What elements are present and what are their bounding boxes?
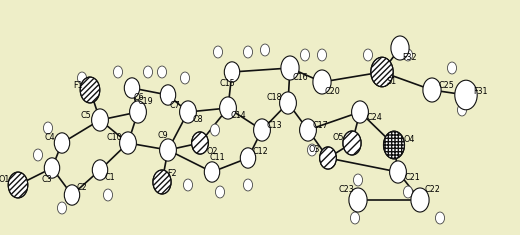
Ellipse shape [54, 133, 70, 153]
Ellipse shape [64, 185, 80, 205]
Ellipse shape [160, 139, 176, 161]
Ellipse shape [455, 80, 477, 110]
Ellipse shape [301, 49, 309, 61]
Text: C3: C3 [42, 176, 53, 184]
Ellipse shape [281, 56, 299, 80]
Ellipse shape [213, 46, 223, 58]
Text: C11: C11 [209, 153, 225, 162]
Text: C13: C13 [266, 121, 282, 129]
Ellipse shape [158, 66, 166, 78]
Ellipse shape [243, 46, 253, 58]
Text: C25: C25 [438, 82, 454, 90]
Ellipse shape [404, 49, 412, 61]
Text: C22: C22 [424, 185, 440, 195]
Ellipse shape [307, 144, 317, 156]
Text: C12: C12 [252, 148, 268, 157]
Text: C16: C16 [292, 74, 308, 82]
Ellipse shape [391, 36, 409, 60]
Text: C23: C23 [338, 185, 354, 195]
Ellipse shape [389, 161, 407, 183]
Text: O3: O3 [308, 145, 320, 154]
Ellipse shape [371, 57, 393, 87]
Ellipse shape [350, 212, 359, 224]
Text: C5: C5 [81, 110, 92, 120]
Text: S1: S1 [387, 78, 397, 86]
Ellipse shape [261, 44, 269, 56]
Ellipse shape [57, 202, 67, 214]
Text: C14: C14 [230, 111, 246, 121]
Ellipse shape [144, 66, 152, 78]
Ellipse shape [219, 97, 237, 119]
Ellipse shape [354, 174, 362, 186]
Ellipse shape [120, 132, 136, 154]
Text: C19: C19 [137, 98, 153, 106]
Ellipse shape [179, 101, 197, 123]
Ellipse shape [423, 78, 441, 102]
Ellipse shape [8, 172, 28, 198]
Text: O4: O4 [404, 136, 414, 145]
Ellipse shape [160, 85, 176, 105]
Text: F1: F1 [73, 82, 83, 90]
Ellipse shape [33, 149, 43, 161]
Text: F2: F2 [167, 169, 177, 179]
Text: C8: C8 [193, 115, 203, 125]
Text: C20: C20 [324, 87, 340, 97]
Ellipse shape [363, 49, 372, 61]
Ellipse shape [184, 179, 192, 191]
Ellipse shape [280, 92, 296, 114]
Ellipse shape [224, 62, 240, 82]
Ellipse shape [92, 109, 108, 131]
Ellipse shape [243, 179, 253, 191]
Ellipse shape [204, 162, 220, 182]
Ellipse shape [320, 147, 336, 169]
Ellipse shape [103, 189, 112, 201]
Text: C21: C21 [404, 172, 420, 181]
Ellipse shape [113, 66, 123, 78]
Ellipse shape [211, 124, 219, 136]
Ellipse shape [404, 186, 412, 198]
Ellipse shape [343, 131, 361, 155]
Text: C6: C6 [134, 94, 145, 102]
Ellipse shape [191, 132, 209, 154]
Text: O2: O2 [206, 146, 218, 156]
Text: C1: C1 [105, 173, 115, 183]
Ellipse shape [124, 78, 140, 98]
Ellipse shape [349, 188, 367, 212]
Text: C10: C10 [106, 133, 122, 142]
Ellipse shape [180, 72, 190, 84]
Ellipse shape [447, 62, 457, 74]
Ellipse shape [80, 77, 100, 103]
Text: C24: C24 [366, 113, 382, 121]
Ellipse shape [254, 119, 270, 141]
Ellipse shape [44, 122, 53, 134]
Text: C9: C9 [158, 132, 168, 141]
Ellipse shape [77, 72, 86, 84]
Text: C18: C18 [266, 94, 282, 102]
Ellipse shape [93, 160, 108, 180]
Ellipse shape [435, 212, 445, 224]
Text: C2: C2 [76, 183, 87, 192]
Ellipse shape [458, 104, 466, 116]
Ellipse shape [300, 119, 316, 141]
Ellipse shape [313, 70, 331, 94]
Text: C7: C7 [170, 101, 180, 110]
Ellipse shape [129, 101, 147, 123]
Text: F32: F32 [402, 54, 418, 63]
Text: F31: F31 [473, 86, 487, 95]
Ellipse shape [44, 158, 60, 178]
Text: C4: C4 [45, 133, 55, 142]
Text: O5: O5 [332, 133, 344, 142]
Ellipse shape [317, 49, 327, 61]
Text: C17: C17 [312, 121, 328, 129]
Ellipse shape [240, 148, 256, 168]
Ellipse shape [352, 101, 368, 123]
Ellipse shape [215, 186, 225, 198]
Ellipse shape [411, 188, 429, 212]
Text: O1: O1 [0, 176, 10, 184]
Ellipse shape [153, 170, 171, 194]
Ellipse shape [384, 131, 405, 159]
Text: C15: C15 [219, 79, 235, 89]
